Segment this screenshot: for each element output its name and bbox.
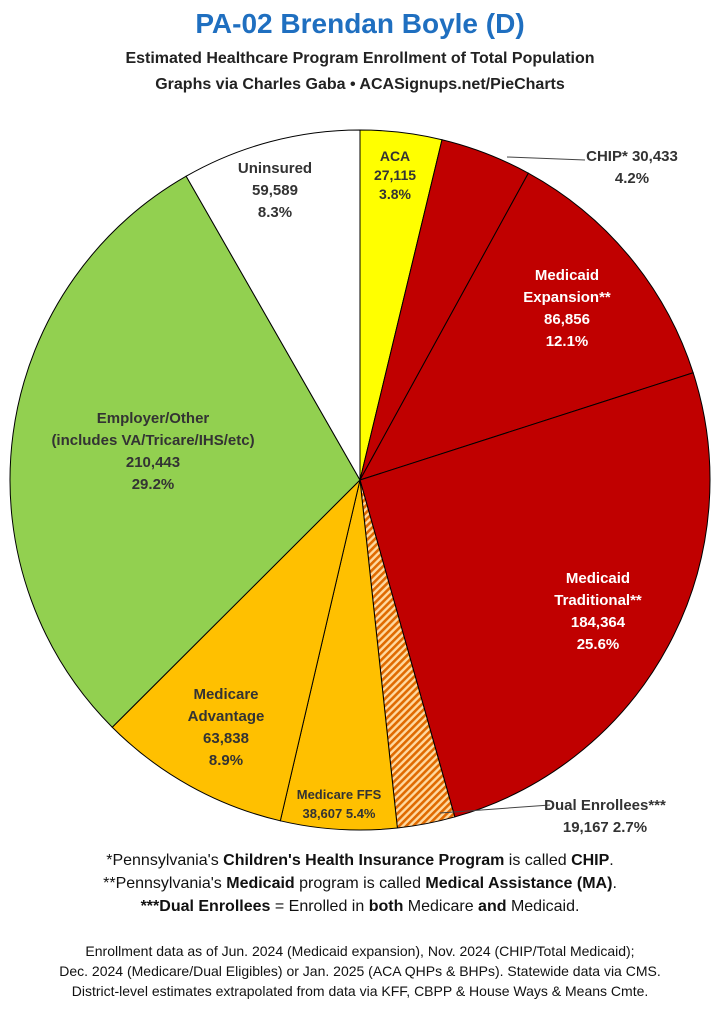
pie-slice-employer-other [9,175,361,728]
slice-label-medicaid-expansion: 86,856 [544,311,590,328]
slice-label-medicaid-expansion: Medicaid [535,267,599,284]
slice-label-uninsured: 59,589 [252,182,298,199]
slice-label-uninsured: 8.3% [258,204,292,221]
source-note-3: District-level estimates extrapolated fr… [71,983,649,999]
footnote-dual: ***Dual Enrollees = Enrolled in both Med… [140,898,580,915]
source-note-2: Dec. 2024 (Medicare/Dual Eligibles) or J… [59,963,661,979]
slice-label-aca: 3.8% [379,186,411,202]
slice-label-medicaid-traditional: Medicaid [566,570,630,587]
slice-label-medicare-advantage: Medicare [193,686,258,703]
slice-label-medicaid-traditional: Traditional** [554,592,642,609]
pie-slice-uninsured [185,129,361,482]
slice-label-medicaid-expansion: 12.1% [546,333,589,350]
source-note-1: Enrollment data as of Jun. 2024 (Medicai… [85,943,635,959]
slice-label-uninsured: Uninsured [238,160,312,177]
pie-slice-medicaid-expansion [358,172,694,481]
slice-label-medicare-ffs: Medicare FFS [297,787,382,802]
slice-label-aca: ACA [380,148,410,164]
slice-label-medicaid-traditional: 184,364 [571,614,626,631]
slice-label-dual-enrollees: Dual Enrollees*** [544,797,666,814]
slice-label-aca: 27,115 [374,167,416,183]
leader-line-chip [506,156,586,161]
slice-label-medicare-ffs: 38,607 5.4% [302,806,375,821]
slice-label-employer-other: 210,443 [126,454,180,471]
chart-credit: Graphs via Charles Gaba • ACASignups.net… [155,76,565,93]
chart-subtitle: Estimated Healthcare Program Enrollment … [125,50,595,67]
slice-label-chip: 4.2% [615,170,649,187]
footnote-medicaid: **Pennsylvania's Medicaid program is cal… [103,875,617,892]
leader-line-dual-enrollees [439,804,551,814]
page-title: PA-02 Brendan Boyle (D) [195,8,525,39]
slice-label-medicare-advantage: Advantage [188,708,265,725]
slice-label-medicare-advantage: 8.9% [209,752,243,769]
slice-label-medicare-advantage: 63,838 [203,730,249,747]
slice-label-dual-enrollees: 19,167 2.7% [563,819,647,836]
slice-label-chip: CHIP* 30,433 [586,148,678,165]
slice-label-employer-other: 29.2% [132,476,175,493]
slice-label-medicaid-expansion: Expansion** [523,289,611,306]
footnote-chip: *Pennsylvania's Children's Health Insura… [106,852,614,869]
pie-slice-medicaid-traditional [359,372,711,818]
slice-label-medicaid-traditional: 25.6% [577,636,620,653]
pie-slice-medicare-advantage [111,478,361,822]
slice-label-employer-other: (includes VA/Tricare/IHS/etc) [51,432,254,449]
slice-label-employer-other: Employer/Other [97,410,210,427]
